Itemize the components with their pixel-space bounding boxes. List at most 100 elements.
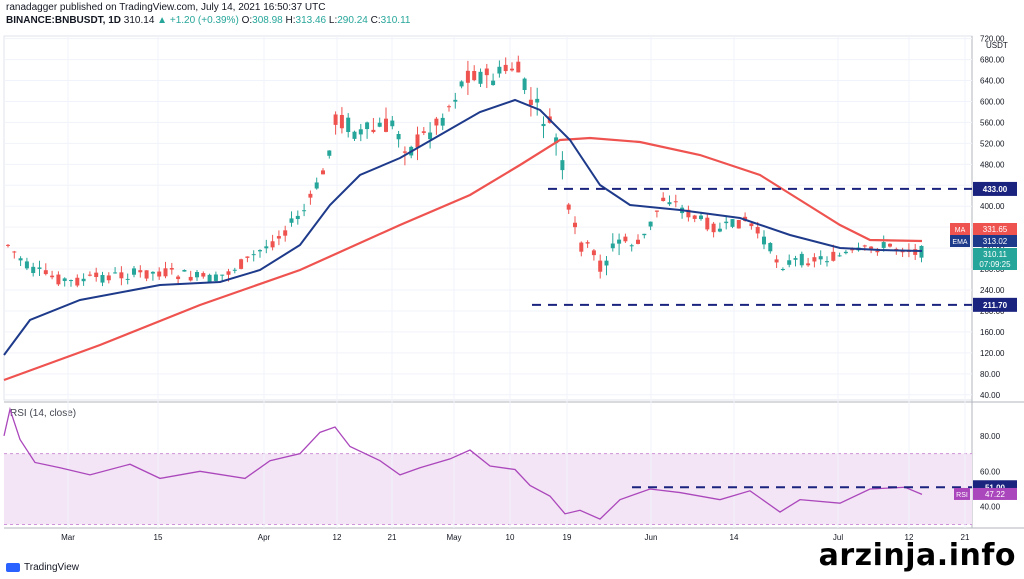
candle-body [491,80,496,86]
candle-body [144,270,149,279]
candle-body [755,227,760,234]
last-price: 310.14 [123,15,155,26]
level-label: 211.70 [983,301,1008,310]
candle-body [743,216,748,221]
candle-body [81,278,86,282]
candle-body [648,221,653,227]
y-tick-label: 360.00 [980,223,1005,232]
candle-body [843,251,848,254]
level-tag [973,297,1017,312]
rsi-current-name-bg [954,487,970,500]
y-tick-label: 240.00 [980,286,1005,295]
candle-body [163,268,168,277]
candle-body [447,106,451,108]
candle-body [535,98,540,103]
candle-body [295,215,300,220]
candle-body [806,263,811,266]
tradingview-label: TradingView [24,562,80,573]
candle-body [258,250,262,252]
ema-legend[interactable]: EMA (20, close, 0) [10,68,92,79]
candle-body [919,245,924,258]
price-tag-bg [973,235,1017,247]
publisher-line: ranadagger published on TradingView.com,… [6,2,326,13]
candle-body [75,277,80,286]
tradingview-logo: TradingView [6,562,79,573]
candle-body [100,275,105,283]
y-tick-label: 280.00 [980,265,1005,274]
x-tick-label: 21 [388,533,397,542]
price-tag-bg [973,223,1017,235]
candle-body [157,271,162,277]
candle-body [87,274,92,276]
candle-body [692,215,697,219]
candle-body [415,134,420,148]
price-tag-bg [973,248,1017,260]
x-tick-label: 14 [730,533,739,542]
candle-body [699,215,703,220]
candle-body [50,275,55,278]
candle-body [793,258,798,260]
candle-body [881,242,886,248]
candle-body [705,217,710,230]
x-tick-label: Jun [645,533,658,542]
candle-body [327,150,332,156]
candle-body [629,245,634,247]
candle-body [302,210,307,212]
candle-body [346,117,351,133]
candle-body [799,253,804,266]
level-tag [973,181,1017,196]
y-tick-label: 40.00 [980,391,1001,400]
candle-body [680,207,685,214]
candle-body [24,261,29,269]
candle-body [402,151,407,153]
price-tag-name-bg [950,235,970,247]
candle-body [478,71,483,84]
candle-body [503,64,508,72]
candle-body [913,249,918,255]
close-label: C: [370,15,381,26]
candle-body [617,239,622,244]
candle-body [573,222,577,228]
y-tick-label: 160.00 [980,328,1005,337]
candle-body [522,78,527,91]
candle-body [516,61,521,73]
rsi-legend[interactable]: RSI (14, close) [10,408,77,419]
candle-body [894,248,899,250]
candle-body [314,182,319,189]
high-label: H: [285,15,296,26]
candle-body [869,246,874,249]
candle-body [610,243,615,249]
candle-body [182,269,187,272]
candle-body [560,160,565,171]
tradingview-icon [6,563,20,572]
y-tick-label: 680.00 [980,56,1005,65]
candle-body [371,129,376,132]
x-tick-label: Apr [258,533,271,542]
ma-line [3,136,923,382]
candle-body [831,251,836,261]
candle-body [591,250,596,256]
candle-body [176,276,181,280]
candle-body [850,249,855,251]
candle-body [377,122,382,127]
candle-body [623,236,628,242]
candle-body [56,274,61,285]
candle-body [169,268,174,270]
y-tick-label: 440.00 [980,181,1005,190]
price-tag-value: 331.65 [983,225,1008,234]
currency-label: USDT [986,41,1008,50]
rsi-line [3,406,923,520]
candle-body [736,220,741,229]
ma-legend[interactable]: MA (50, close, 0) [10,55,86,66]
y-tick-label: 480.00 [980,160,1005,169]
candle-body [43,270,48,275]
candle-body [900,250,905,253]
candle-body [308,193,313,198]
candle-body [232,269,237,271]
candle-body [554,137,559,144]
candle-body [220,274,225,276]
candle-body [604,260,609,266]
candle-body [818,256,823,260]
candle-body [31,266,36,274]
